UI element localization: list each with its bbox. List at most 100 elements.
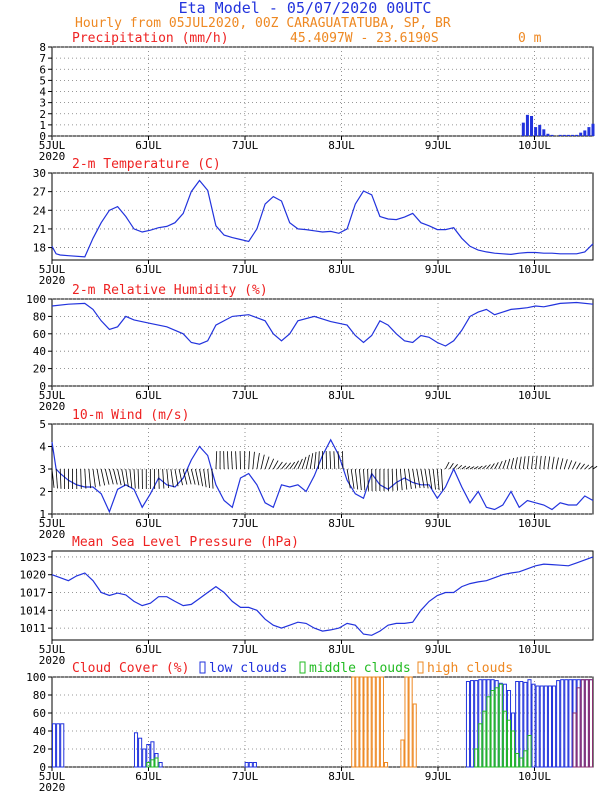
panel-frame	[51, 550, 594, 641]
rh-line	[51, 301, 594, 347]
wind-arrow	[432, 468, 436, 490]
x-tick-label: 6JUL	[135, 517, 162, 530]
cloud-bar	[552, 685, 557, 768]
legend-label: high clouds	[427, 661, 513, 676]
wind-arrow	[424, 468, 429, 489]
y-tick-label: 80	[33, 310, 46, 323]
x-tick-label: 5JUL	[39, 263, 66, 276]
station-coords: 45.4097W - 23.6190S	[290, 31, 439, 46]
wind-arrow	[318, 451, 320, 470]
x-tick-label: 10JUL	[518, 517, 551, 530]
x-tick-label: 10JUL	[518, 770, 551, 783]
wind-arrow	[313, 451, 317, 470]
wind-arrow	[478, 465, 483, 470]
cloud-bar	[150, 759, 155, 768]
y-tick-label: 5	[39, 74, 46, 87]
cloud-bar	[535, 685, 540, 768]
x-year-label: 2020	[39, 150, 66, 163]
y-tick-label: 1017	[20, 587, 47, 600]
wind-arrow	[498, 460, 503, 470]
y-tick-label: 80	[33, 689, 46, 702]
y-tick-label: 1011	[20, 622, 47, 635]
wind-arrow	[170, 468, 174, 488]
precip-bar	[534, 127, 538, 136]
wind-arrow	[510, 457, 515, 470]
wind-arrow	[469, 466, 475, 470]
x-tick-label: 8JUL	[328, 139, 355, 152]
x-tick-label: 6JUL	[135, 263, 162, 276]
y-tick-label: 1020	[20, 569, 47, 582]
cloud-bar	[252, 762, 257, 768]
x-tick-label: 6JUL	[135, 643, 162, 656]
x-year-label: 2020	[39, 274, 66, 287]
cloud-bar	[52, 723, 57, 768]
panel-frame	[51, 46, 594, 137]
wind-arrow	[100, 468, 106, 486]
precip-bar	[591, 123, 595, 136]
wind-arrow	[248, 451, 250, 470]
x-tick-label: 9JUL	[425, 263, 452, 276]
wind-arrow	[408, 468, 412, 490]
y-tick-label: 60	[33, 328, 46, 341]
wind-arrow	[559, 458, 564, 470]
x-year-label: 2020	[39, 400, 66, 413]
y-tick-label: 8	[39, 41, 46, 54]
panel-title: 2-m Relative Humidity (%)	[72, 283, 268, 298]
cloud-bar	[359, 676, 364, 768]
y-tick-label: 0	[39, 130, 46, 143]
wind-arrow	[539, 455, 542, 470]
cloud-bar	[560, 679, 565, 768]
cloud-bar	[248, 762, 253, 768]
wind-arrow	[342, 451, 344, 470]
wind-arrow	[412, 468, 417, 489]
x-tick-label: 9JUL	[425, 770, 452, 783]
wind-arrow	[227, 451, 229, 470]
cloud-bar	[527, 735, 532, 768]
cloud-bar	[502, 710, 507, 768]
cloud-bar	[244, 762, 249, 768]
x-tick-label: 6JUL	[135, 770, 162, 783]
cloud-bar	[547, 685, 553, 768]
cloud-bar	[56, 723, 61, 768]
wind-arrow	[350, 468, 355, 489]
wind-arrow	[108, 468, 114, 485]
wind-arrow	[104, 468, 110, 485]
wind-arrow	[535, 455, 538, 470]
cloud-bar	[133, 732, 139, 768]
wind-arrow	[576, 462, 581, 470]
cloud-bar	[404, 676, 409, 768]
cloud-bar	[506, 719, 512, 768]
wind-arrow	[584, 464, 590, 470]
panel-title: Precipitation (mm/h)	[72, 31, 229, 46]
wind-arrow	[96, 468, 101, 487]
wind-arrow	[428, 468, 433, 489]
precip-bar	[530, 115, 534, 136]
wind-arrow	[531, 455, 534, 470]
cloud-bar	[556, 680, 561, 768]
wind-arrow	[166, 468, 170, 489]
legend-label: low clouds	[209, 661, 287, 676]
wind-arrow	[404, 468, 408, 490]
cloud-bar	[580, 679, 585, 768]
x-tick-label: 5JUL	[39, 643, 66, 656]
wind-arrow	[272, 460, 279, 470]
cloud-bar	[486, 696, 491, 768]
cloud-bar	[465, 681, 471, 768]
legend-label: middle clouds	[309, 661, 411, 676]
x-tick-label: 6JUL	[135, 139, 162, 152]
precip-bar	[562, 134, 566, 136]
wind-arrow	[158, 468, 160, 489]
cloud-bar	[355, 676, 360, 768]
wind-arrow	[547, 456, 551, 470]
chart-title: Eta Model - 05/07/2020 00UTC	[179, 0, 432, 17]
wind-arrow	[399, 468, 403, 491]
wind-arrow	[453, 464, 458, 470]
wind-arrow	[268, 458, 275, 470]
x-tick-label: 9JUL	[425, 643, 452, 656]
wind-arrow	[281, 462, 287, 470]
wind-arrow	[51, 468, 55, 488]
panel-title: Cloud Cover (%)	[72, 661, 189, 676]
cloud-bar	[375, 676, 380, 768]
wind-arrow	[190, 468, 196, 485]
